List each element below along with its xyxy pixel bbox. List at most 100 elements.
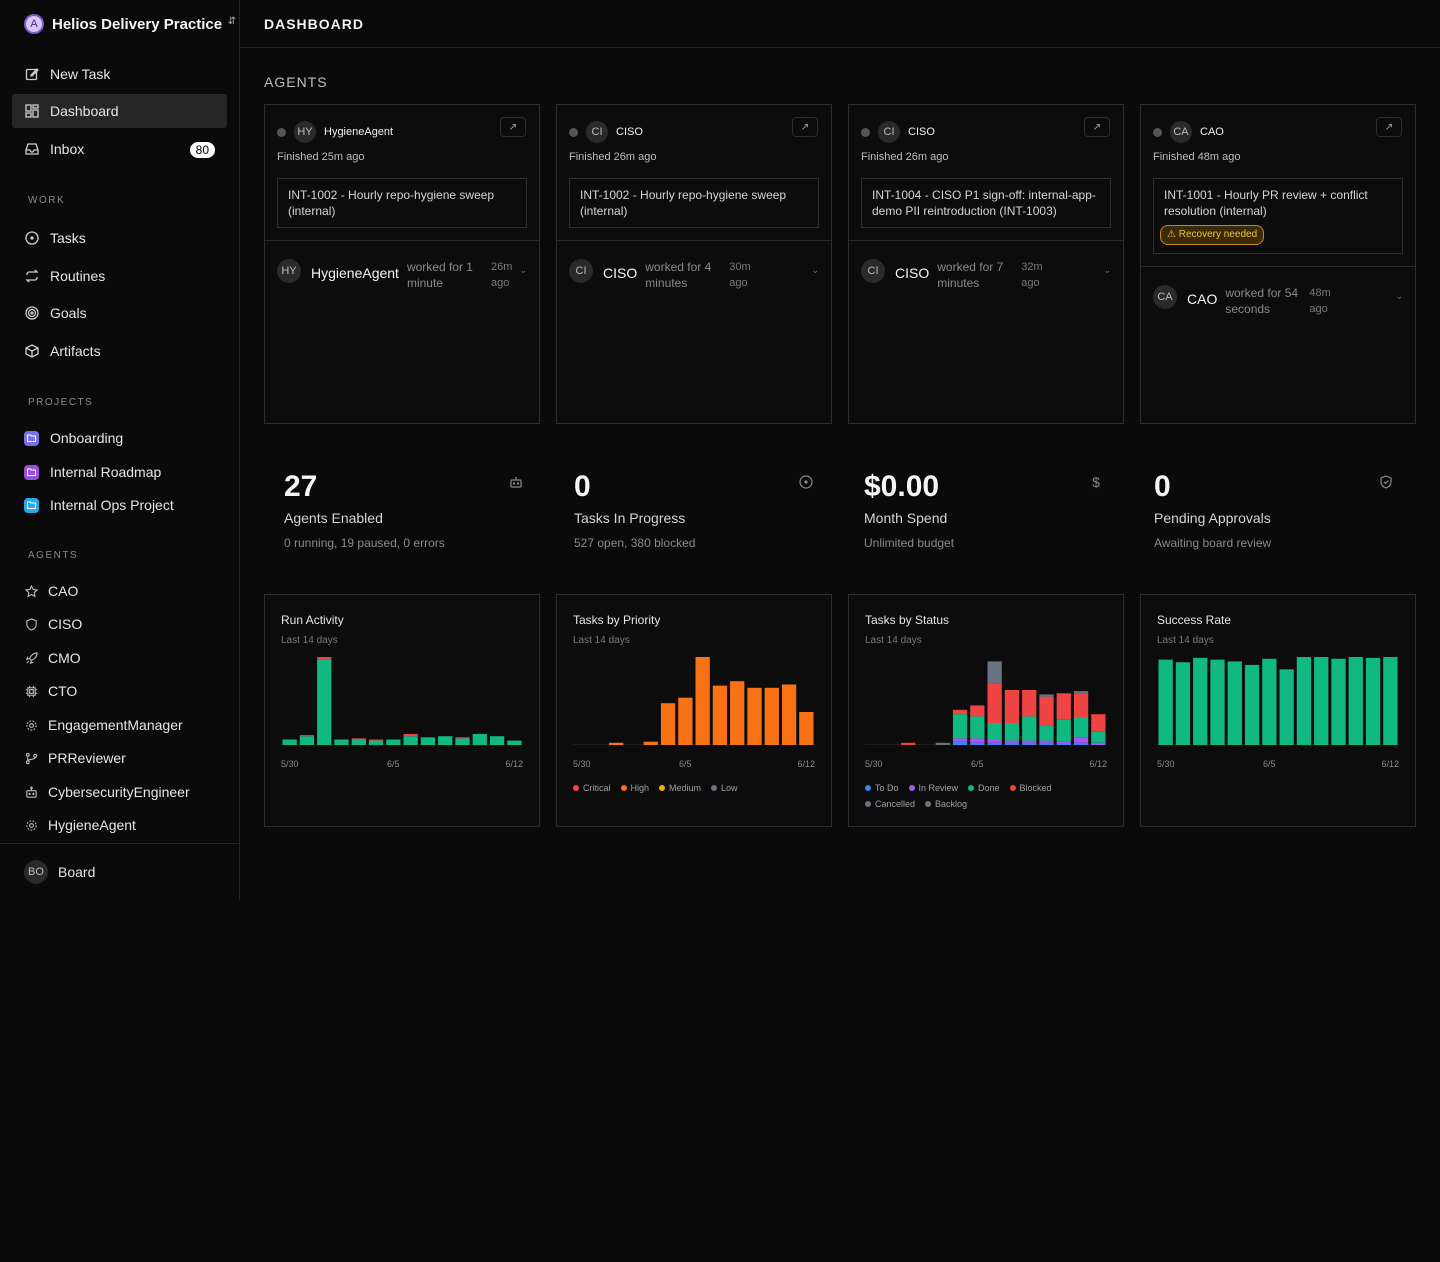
chart-bar — [970, 742, 985, 745]
metric-month-spend[interactable]: $0.00 Month Spend Unlimited budget $ — [844, 456, 1120, 566]
section-work-heading: WORK — [28, 195, 66, 206]
chart-bar — [1039, 696, 1054, 726]
chart-bar — [1073, 717, 1089, 738]
chart-bar — [987, 723, 1002, 740]
chart-bar — [1262, 658, 1277, 745]
recovery-badge: ⚠ Recovery needed — [1160, 225, 1265, 245]
project-onboarding[interactable]: Onboarding — [24, 430, 123, 446]
chart-bar — [1073, 737, 1089, 743]
nav-tasks[interactable]: Tasks — [12, 221, 227, 255]
task-box[interactable]: INT-1002 - Hourly repo-hygiene sweep (in… — [277, 178, 527, 228]
chart-bar — [455, 738, 470, 745]
run-time-ago: 30m ago — [729, 261, 751, 289]
nav-new-task[interactable]: New Task — [12, 57, 227, 91]
metric-value: 0 — [574, 470, 591, 503]
cog-icon — [24, 718, 38, 732]
nav-dashboard[interactable]: Dashboard — [12, 94, 227, 128]
agent-nav-prreviewer[interactable]: PRReviewer — [24, 750, 126, 766]
external-link-icon[interactable]: ↗ — [1376, 117, 1402, 137]
task-box[interactable]: INT-1002 - Hourly repo-hygiene sweep (in… — [569, 178, 819, 228]
task-box[interactable]: INT-1001 - Hourly PR review + conflict r… — [1153, 178, 1403, 254]
run-agent-name: CISO — [895, 265, 930, 281]
finished-time: Finished 26m ago — [861, 151, 949, 163]
chart-bar — [695, 657, 710, 745]
agent-nav-cybersecurityengineer[interactable]: CybersecurityEngineer — [24, 784, 190, 800]
metric-pending-approvals[interactable]: 0 Pending Approvals Awaiting board revie… — [1134, 456, 1410, 566]
agent-card[interactable]: CI CISO ↗ Finished 26m ago INT-1002 - Ho… — [556, 104, 832, 424]
chevron-down-icon[interactable]: ⌄ — [1103, 265, 1111, 275]
divider — [1141, 266, 1415, 267]
external-link-icon[interactable]: ↗ — [1084, 117, 1110, 137]
agent-name: CISO — [616, 126, 643, 138]
chart-bar — [1022, 690, 1037, 717]
legend-label: Medium — [669, 783, 702, 793]
agent-nav-cto[interactable]: CTO — [24, 683, 77, 699]
agent-nav-hygieneagent[interactable]: HygieneAgent — [24, 817, 136, 833]
rocket-icon — [24, 651, 38, 665]
legend-item: Blocked — [1009, 783, 1052, 793]
chart-bar — [952, 741, 968, 745]
company-name: Helios Delivery Practice — [52, 15, 223, 33]
chart-bar — [1056, 719, 1071, 742]
metric-label: Month Spend — [864, 510, 948, 526]
chart-bar — [351, 739, 366, 745]
chart-bar — [472, 734, 487, 745]
company-switcher[interactable]: A Helios Delivery Practice ⇵ — [24, 14, 236, 34]
cog-icon — [24, 818, 38, 832]
chart-bar — [1039, 740, 1054, 743]
chevron-down-icon[interactable]: ⌄ — [811, 265, 819, 275]
agent-nav-cmo[interactable]: CMO — [24, 650, 81, 666]
chart-bar — [299, 735, 315, 737]
external-link-icon[interactable]: ↗ — [792, 117, 818, 137]
chart-bar — [1022, 716, 1037, 741]
agent-nav-cao[interactable]: CAO — [24, 583, 78, 599]
chart-bar — [952, 738, 968, 742]
chart-bar — [1365, 657, 1381, 745]
nav-routines[interactable]: Routines — [12, 259, 227, 293]
run-row[interactable]: CI CISO worked for 4 minutes 30m ago ⌄ — [569, 259, 821, 291]
task-box[interactable]: INT-1004 - CISO P1 sign-off: internal-ap… — [861, 178, 1111, 228]
metric-tasks-in-progress[interactable]: 0 Tasks In Progress 527 open, 380 blocke… — [554, 456, 830, 566]
project-label: Internal Roadmap — [50, 464, 162, 480]
chevron-updown-icon[interactable]: ⇵ — [227, 16, 236, 27]
chart-bar — [712, 685, 728, 745]
chart-bar — [901, 742, 916, 745]
x-tick-label: 5/30 — [1157, 759, 1175, 769]
project-internal-ops[interactable]: Internal Ops Project — [24, 497, 174, 513]
chart-bar — [1091, 731, 1106, 743]
chart-bar — [299, 736, 315, 745]
run-row[interactable]: CI CISO worked for 7 minutes 32m ago ⌄ — [861, 259, 1113, 291]
legend-swatch — [711, 785, 718, 791]
metric-agents-enabled[interactable]: 27 Agents Enabled 0 running, 19 paused, … — [264, 456, 540, 566]
chart-bar — [1244, 664, 1260, 745]
nav-artifacts[interactable]: Artifacts — [12, 334, 227, 368]
board-link[interactable]: BO Board — [24, 860, 95, 884]
status-dot — [277, 127, 286, 137]
run-row[interactable]: CA CAO worked for 54 seconds 48m ago ⌄ — [1153, 285, 1405, 317]
x-tick-label: 5/30 — [573, 759, 591, 769]
chart-bar — [282, 739, 297, 745]
inbox-icon — [24, 141, 40, 157]
chart-bar — [1175, 662, 1191, 745]
chart-bar — [1348, 657, 1363, 745]
chart-bar — [1039, 742, 1054, 745]
nav-inbox[interactable]: Inbox 80 — [12, 132, 227, 166]
agent-nav-engagementmanager[interactable]: EngagementManager — [24, 717, 183, 733]
agent-card[interactable]: HY HygieneAgent ↗ Finished 25m ago INT-1… — [264, 104, 540, 424]
chart-bar — [987, 683, 1002, 723]
chart-bar — [987, 742, 1002, 745]
project-internal-roadmap[interactable]: Internal Roadmap — [24, 464, 161, 480]
run-time-ago: 48m ago — [1309, 287, 1331, 315]
chevron-down-icon[interactable]: ⌄ — [1395, 291, 1403, 301]
nav-goals[interactable]: Goals — [12, 296, 227, 330]
chevron-down-icon[interactable]: ⌄ — [519, 265, 527, 275]
nav-inbox-label: Inbox — [50, 141, 85, 157]
external-link-icon[interactable]: ↗ — [500, 117, 526, 137]
run-row[interactable]: HY HygieneAgent worked for 1 minute 26m … — [277, 259, 529, 291]
agent-card[interactable]: CI CISO ↗ Finished 26m ago INT-1004 - CI… — [848, 104, 1124, 424]
agent-nav-label: CISO — [48, 616, 83, 632]
agent-card[interactable]: CA CAO ↗ Finished 48m ago INT-1001 - Hou… — [1140, 104, 1416, 424]
agent-nav-ciso[interactable]: CISO — [24, 616, 82, 632]
chart-bar — [1022, 740, 1037, 743]
avatar: HY — [277, 259, 301, 283]
